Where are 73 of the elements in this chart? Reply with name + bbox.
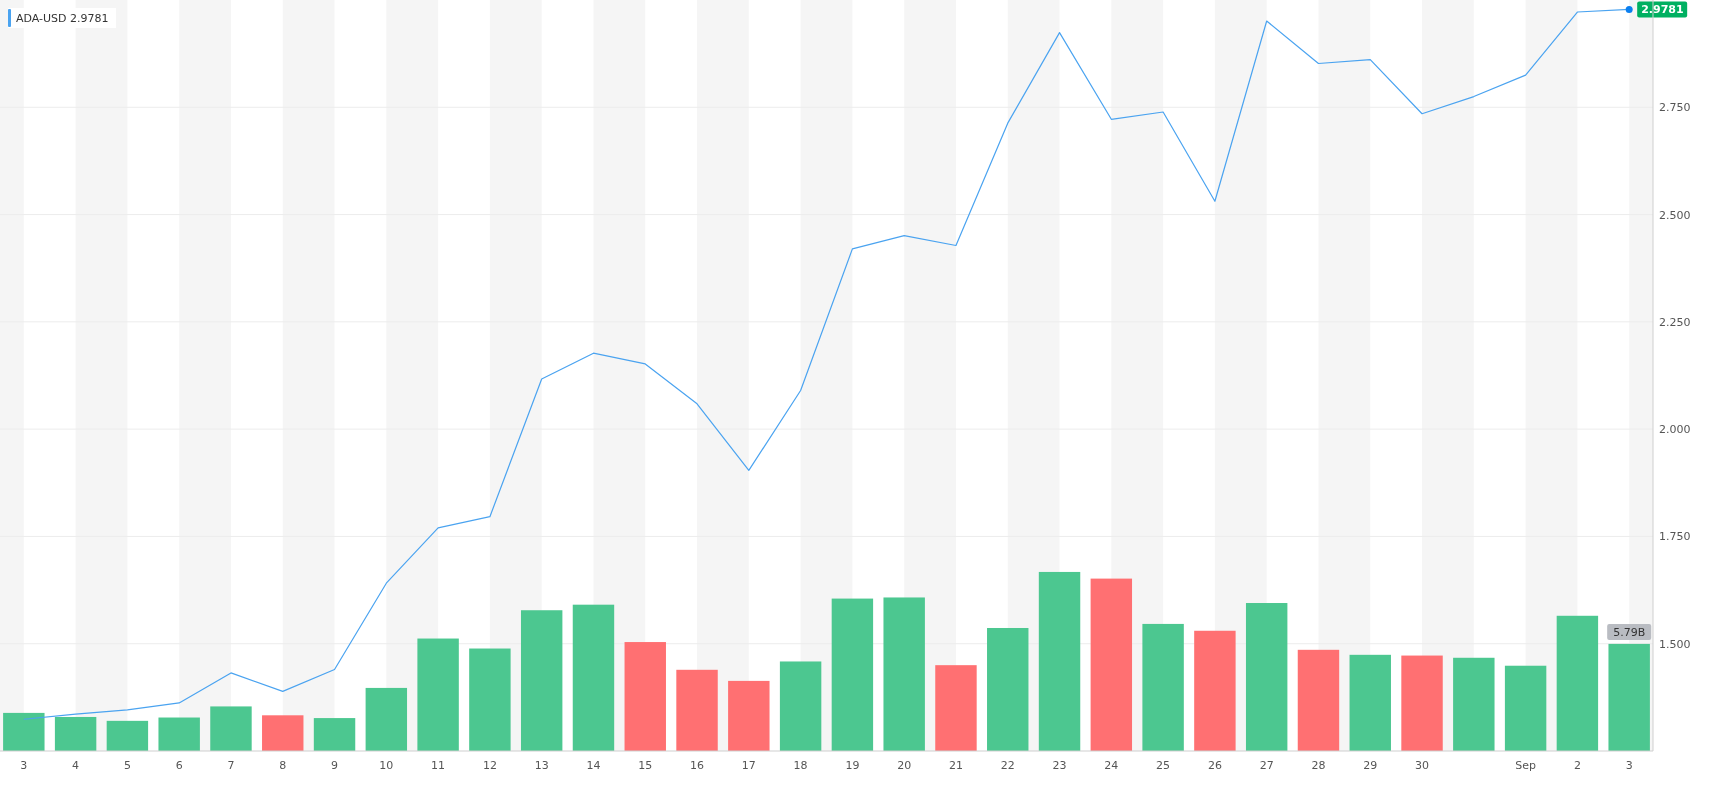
x-tick-label: 16 <box>690 759 705 772</box>
x-tick-label: 5 <box>123 759 131 772</box>
x-tick-label: 27 <box>1259 759 1274 772</box>
x-tick-label: 26 <box>1207 759 1222 772</box>
x-tick-label: 3 <box>20 759 28 772</box>
bar <box>54 716 97 751</box>
bar <box>1194 630 1236 751</box>
text: 2.9781 <box>70 12 109 25</box>
bar <box>779 661 822 751</box>
bar <box>1504 665 1547 751</box>
x-tick-label: 3 <box>1625 759 1633 772</box>
bar <box>1556 615 1599 751</box>
x-tick-label: 28 <box>1311 759 1326 772</box>
data-label: 5.79B <box>1613 625 1646 639</box>
x-tick-label: 17 <box>741 759 756 772</box>
bar <box>365 687 408 751</box>
bar <box>1038 571 1081 751</box>
x-tick-label: 9 <box>331 759 339 772</box>
x-tick-label: 7 <box>227 759 235 772</box>
x-tick-label: 25 <box>1156 759 1171 772</box>
bar <box>1297 649 1340 751</box>
x-tick-label: 12 <box>482 759 497 772</box>
x-tick-label: 10 <box>379 759 394 772</box>
bar <box>1401 655 1443 751</box>
bar <box>1142 623 1184 751</box>
x-tick-label: 18 <box>793 759 808 772</box>
x-tick-label: 19 <box>845 759 860 772</box>
y-tick-label: 1.750 <box>1659 530 1691 544</box>
bar <box>676 669 718 751</box>
x-tick-label: 15 <box>638 759 653 772</box>
x-tick-label: 20 <box>897 759 912 772</box>
bar <box>1245 603 1288 751</box>
data-label: 2.9781 <box>1641 3 1684 17</box>
x-tick-label: 14 <box>586 759 601 772</box>
x-tick-label: 8 <box>279 759 287 772</box>
x-tick-label: 23 <box>1052 759 1067 772</box>
bar <box>469 648 511 751</box>
legend-label: ADA-USD <box>16 12 67 25</box>
y-tick-label: 2.500 <box>1659 208 1691 222</box>
x-tick-label: 13 <box>534 759 549 772</box>
bar <box>728 680 770 751</box>
bar <box>624 642 666 751</box>
bar <box>831 598 874 751</box>
x-tick-label: Sep <box>1515 759 1536 772</box>
x-tick-label: 24 <box>1104 759 1119 772</box>
y-tick-label: 2.000 <box>1659 423 1691 437</box>
bar <box>158 717 200 751</box>
y-tick-label: 1.500 <box>1659 637 1691 651</box>
x-tick-label: 11 <box>431 759 446 772</box>
x-tick-label: 22 <box>1000 759 1015 772</box>
bar <box>935 665 977 751</box>
x-tick-label: 2 <box>1573 759 1581 772</box>
bar <box>1608 643 1650 751</box>
bar <box>106 720 149 751</box>
bar <box>883 597 925 751</box>
bar <box>417 638 459 751</box>
bar <box>3 712 45 751</box>
bar <box>987 627 1029 751</box>
bar <box>262 715 304 751</box>
y-tick-label: 2.750 <box>1659 101 1691 115</box>
x-tick-label: 21 <box>948 759 963 772</box>
x-tick-label: 29 <box>1363 759 1378 772</box>
bar <box>572 604 615 751</box>
y-tick-label: 2.250 <box>1659 315 1691 329</box>
bar <box>1453 657 1495 751</box>
x-tick-label: 6 <box>175 759 183 772</box>
x-tick-label: 4 <box>72 759 80 772</box>
x-tick-label: 30 <box>1415 759 1430 772</box>
bar <box>520 610 563 751</box>
bar <box>313 718 356 751</box>
bar <box>1349 654 1391 751</box>
bar <box>1090 578 1133 751</box>
bar <box>210 706 252 751</box>
